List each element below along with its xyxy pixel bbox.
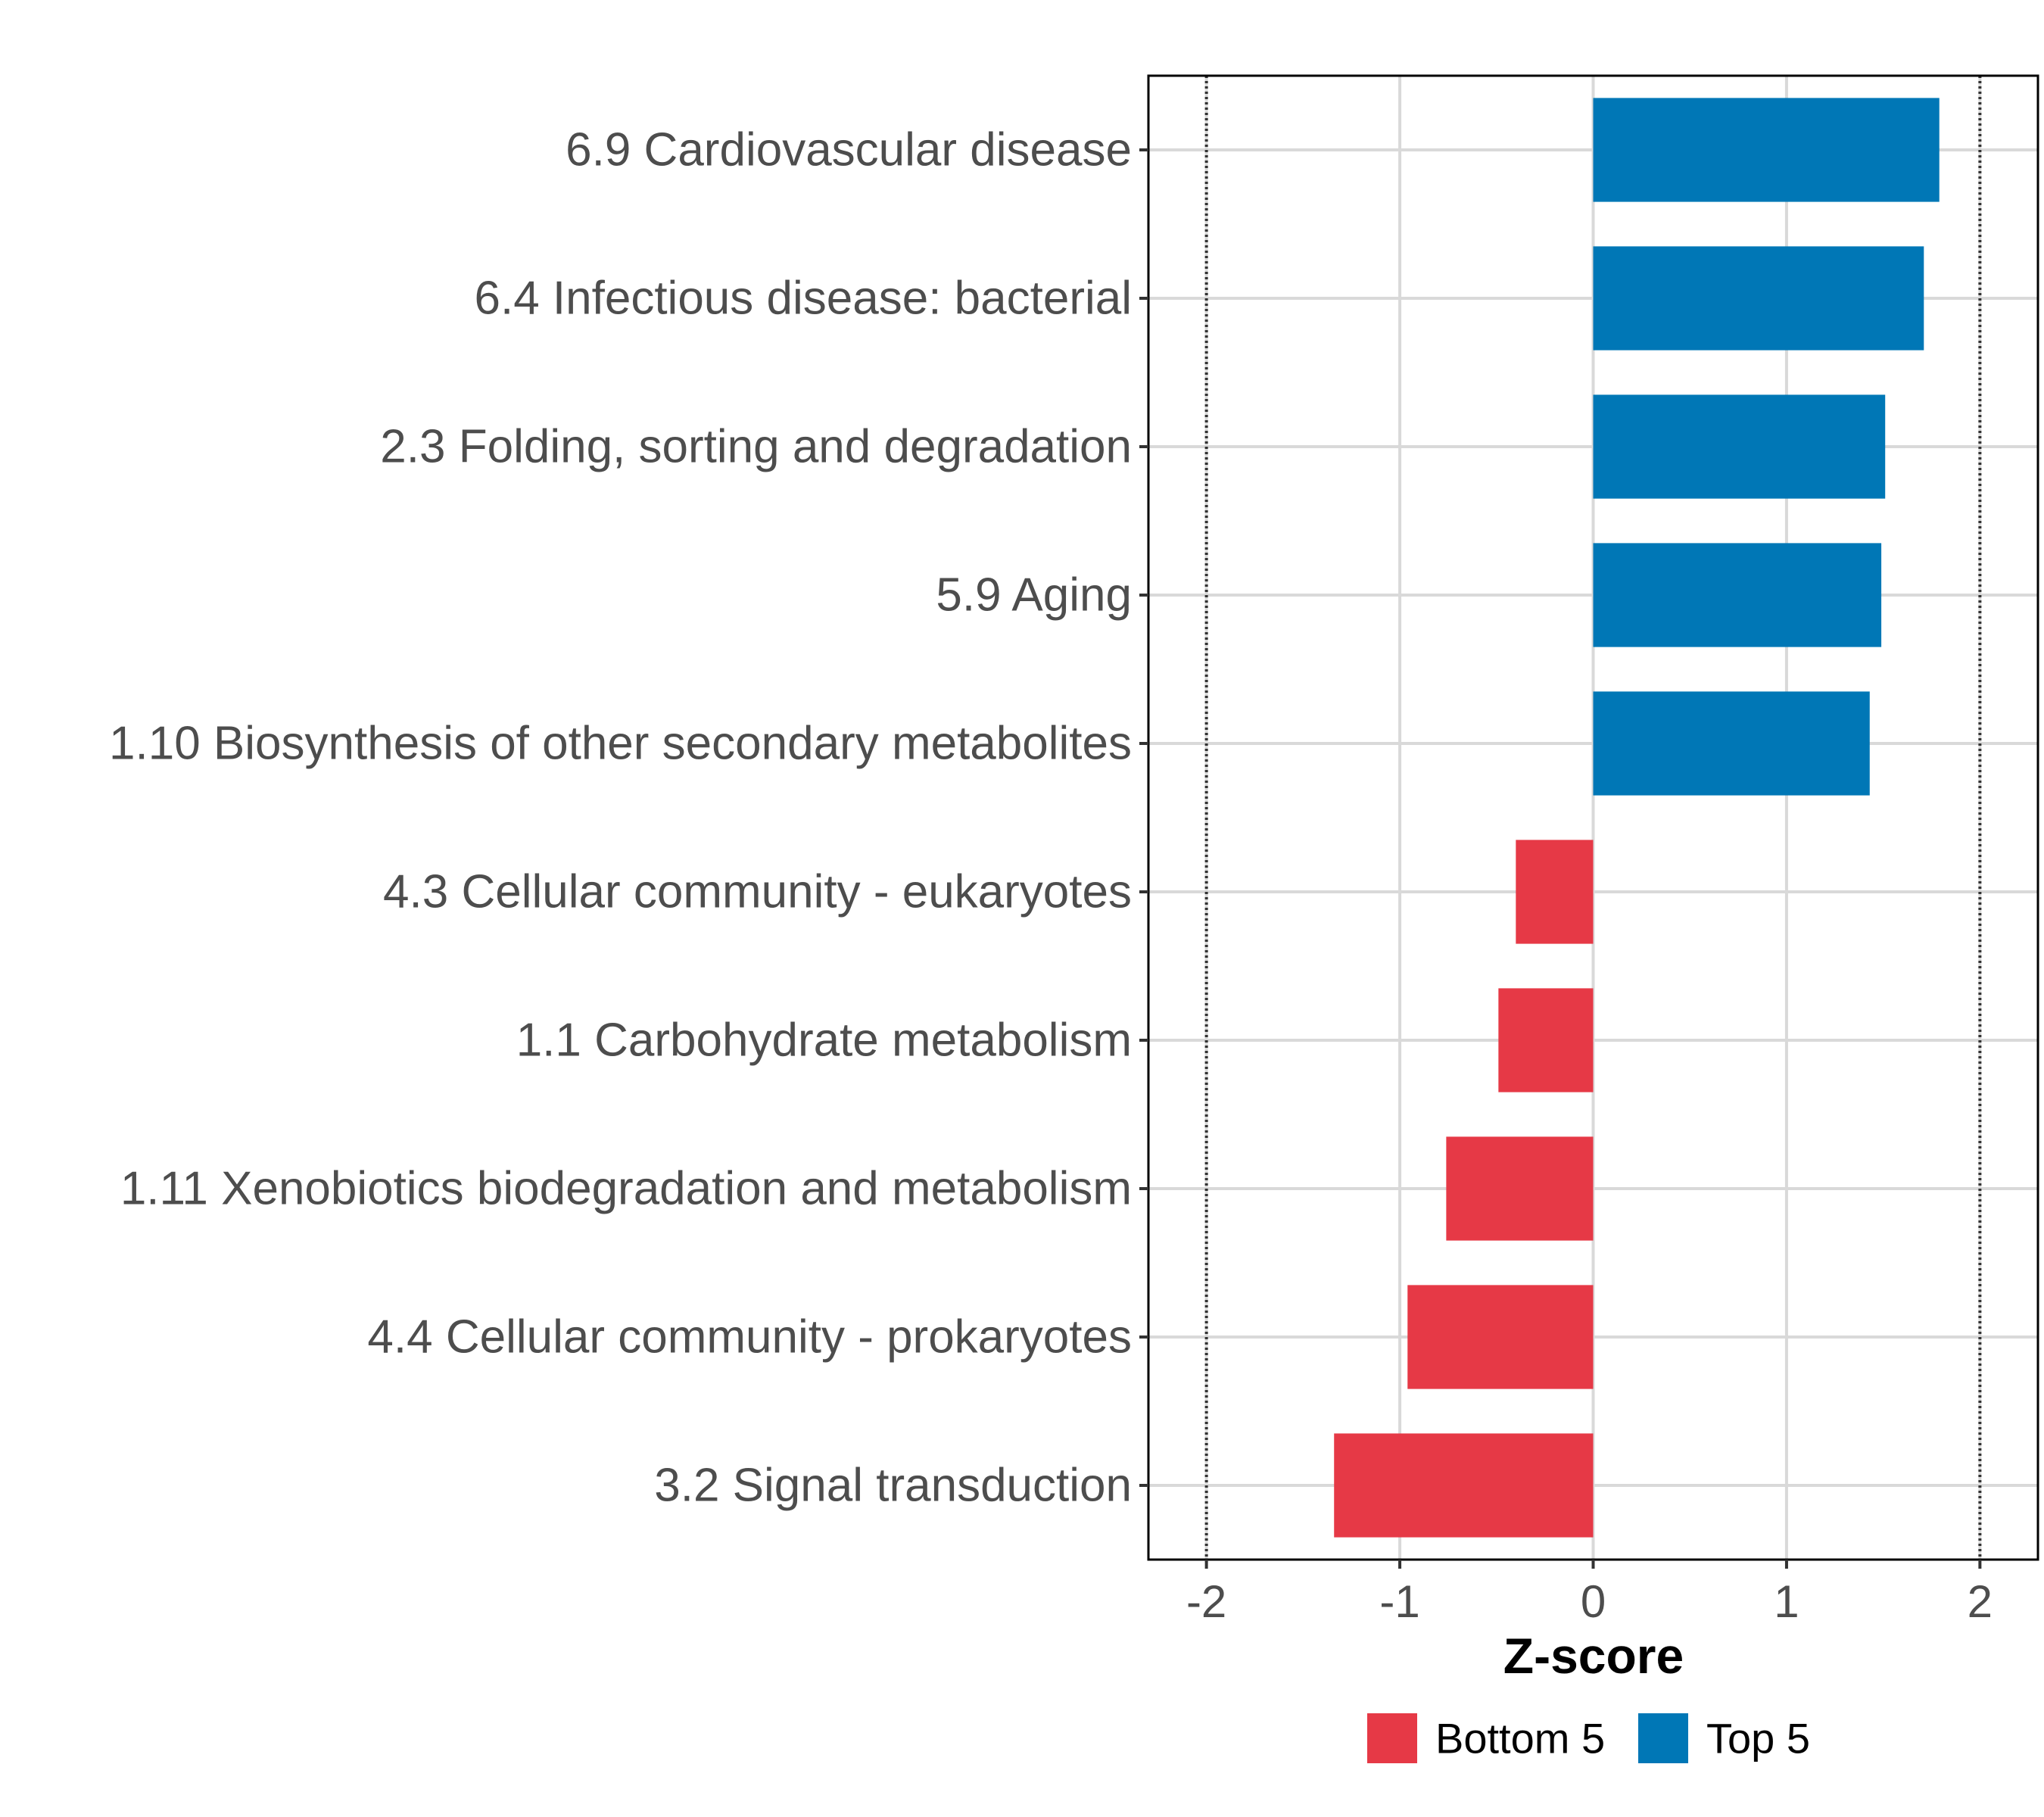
x-tick-label: -1 bbox=[1379, 1576, 1419, 1627]
legend-key bbox=[1638, 1713, 1688, 1763]
bar bbox=[1593, 246, 1924, 351]
x-axis-title: Z-score bbox=[1503, 1628, 1684, 1684]
y-tick-label: 1.1 Carbohydrate metabolism bbox=[516, 1014, 1132, 1067]
y-tick-label: 6.4 Infectious disease: bacterial bbox=[474, 273, 1132, 325]
x-tick-label: -2 bbox=[1186, 1576, 1226, 1627]
legend: Bottom 5 Top 5 bbox=[1367, 1713, 1810, 1763]
y-tick-label: 2.3 Folding, sorting and degradation bbox=[380, 421, 1132, 473]
bar bbox=[1407, 1285, 1594, 1389]
legend-label: Bottom 5 bbox=[1435, 1715, 1605, 1762]
bar bbox=[1446, 1136, 1594, 1241]
bars bbox=[1334, 98, 1940, 1538]
y-axis: 6.9 Cardiovascular disease 6.4 Infectious… bbox=[109, 124, 1148, 1512]
y-tick-label: 5.9 Aging bbox=[936, 569, 1132, 622]
x-tick-label: 1 bbox=[1774, 1576, 1799, 1627]
bar bbox=[1516, 840, 1594, 944]
bar bbox=[1593, 394, 1886, 499]
y-tick-label: 3.2 Signal transduction bbox=[654, 1460, 1132, 1512]
bar bbox=[1593, 98, 1940, 202]
bar bbox=[1498, 988, 1594, 1092]
legend-key bbox=[1367, 1713, 1417, 1763]
threshold-lines bbox=[1204, 76, 1982, 1560]
y-tick-label: 4.4 Cellular community - prokaryotes bbox=[367, 1311, 1132, 1364]
bar bbox=[1593, 543, 1882, 647]
x-tick-label: 2 bbox=[1968, 1576, 1993, 1627]
y-tick-label: 6.9 Cardiovascular disease bbox=[566, 124, 1132, 176]
x-tick-label: 0 bbox=[1581, 1576, 1606, 1627]
legend-label: Top 5 bbox=[1706, 1715, 1810, 1762]
y-tick-label: 1.11 Xenobiotics biodegradation and meta… bbox=[120, 1163, 1132, 1215]
x-axis: -2 -1 0 1 2 bbox=[1186, 1560, 1993, 1627]
y-tick-label: 4.3 Cellular community - eukaryotes bbox=[383, 866, 1132, 918]
bar bbox=[1593, 691, 1870, 796]
bar bbox=[1334, 1433, 1594, 1538]
y-tick-label: 1.10 Biosynthesis of other secondary met… bbox=[109, 718, 1132, 770]
